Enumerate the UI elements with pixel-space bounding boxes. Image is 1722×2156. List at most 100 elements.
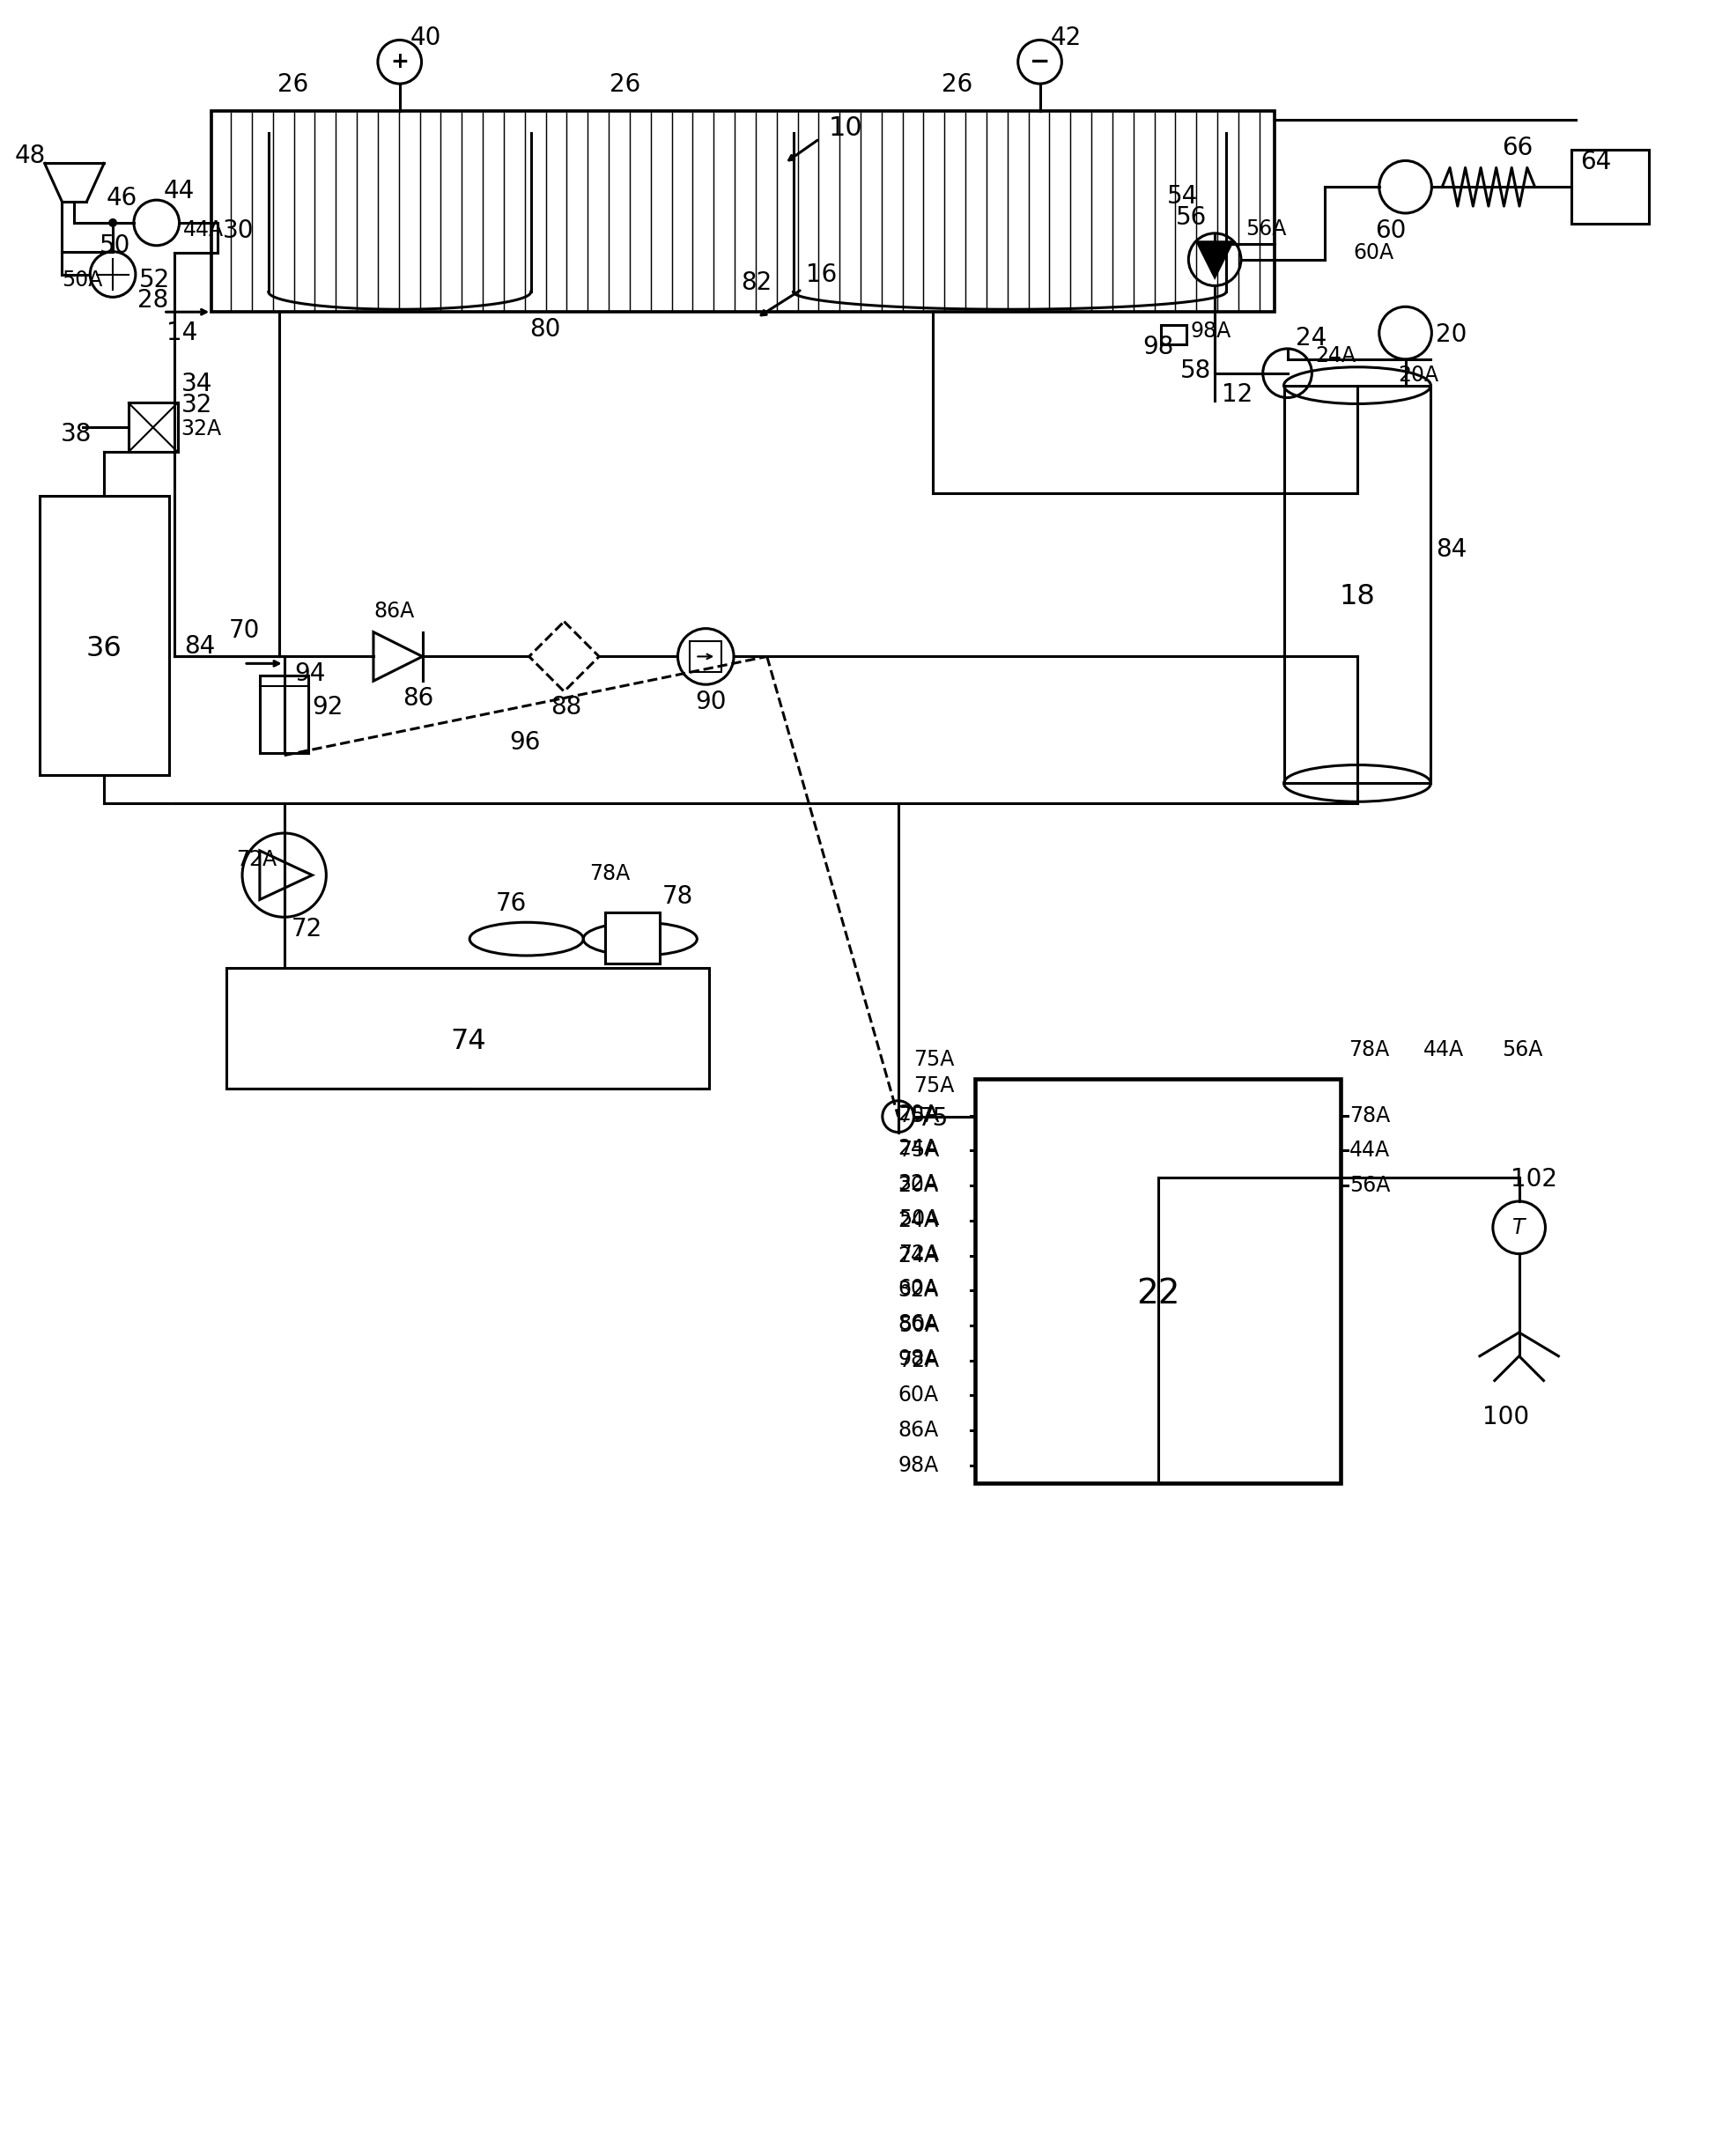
Text: 30: 30 — [222, 218, 255, 244]
Text: 44A: 44A — [1348, 1141, 1390, 1162]
Text: 50: 50 — [100, 233, 131, 259]
Text: 100: 100 — [1483, 1406, 1529, 1429]
Text: 78: 78 — [661, 884, 692, 910]
Text: 20A: 20A — [897, 1175, 938, 1197]
Bar — [691, 640, 722, 673]
Text: 72: 72 — [291, 916, 322, 942]
Text: 75: 75 — [916, 1106, 949, 1130]
Text: 74: 74 — [449, 1028, 486, 1054]
Text: 32A: 32A — [897, 1281, 938, 1300]
Text: 22: 22 — [1135, 1276, 1180, 1311]
Text: 86: 86 — [403, 686, 434, 711]
Text: 18: 18 — [1338, 584, 1374, 610]
Text: 44: 44 — [164, 179, 195, 203]
Text: −: − — [1030, 50, 1049, 73]
Bar — [212, 110, 1274, 313]
Text: 58: 58 — [1180, 358, 1211, 384]
Text: 88: 88 — [551, 694, 582, 720]
Text: 56A: 56A — [1348, 1175, 1390, 1197]
Text: 80: 80 — [529, 317, 560, 343]
Text: 36: 36 — [86, 636, 122, 662]
Text: 72A: 72A — [236, 849, 277, 871]
Text: 54: 54 — [1166, 183, 1197, 209]
Polygon shape — [374, 632, 422, 681]
Bar — [40, 496, 169, 776]
Text: +: + — [391, 52, 408, 73]
Circle shape — [108, 218, 117, 226]
Text: 40: 40 — [410, 26, 441, 50]
Bar — [1161, 326, 1186, 345]
Text: 20A: 20A — [897, 1104, 938, 1125]
Text: 84: 84 — [1436, 537, 1467, 563]
Bar — [1283, 386, 1429, 783]
Text: 24A: 24A — [897, 1138, 938, 1160]
Bar — [1570, 149, 1648, 224]
Text: 72A: 72A — [897, 1244, 938, 1263]
Bar — [604, 912, 660, 964]
Polygon shape — [1197, 241, 1231, 276]
Bar — [975, 1078, 1340, 1483]
Text: 98A: 98A — [1190, 321, 1231, 343]
Text: 78A: 78A — [1348, 1106, 1390, 1125]
Bar — [226, 968, 709, 1089]
Text: 38: 38 — [60, 423, 91, 446]
Text: 50A: 50A — [897, 1207, 938, 1229]
Text: 24A: 24A — [897, 1244, 938, 1266]
Text: 50A: 50A — [897, 1315, 938, 1337]
Text: 86A: 86A — [374, 602, 413, 621]
Text: 52: 52 — [139, 267, 170, 293]
Text: 60A: 60A — [1352, 241, 1393, 263]
Text: 24A: 24A — [1314, 345, 1355, 367]
Text: 44A: 44A — [1422, 1039, 1462, 1061]
Text: 12: 12 — [1221, 382, 1252, 407]
Text: 75A: 75A — [913, 1050, 954, 1069]
Text: 60: 60 — [1374, 218, 1405, 244]
Text: 48: 48 — [15, 144, 46, 168]
Text: 78A: 78A — [1348, 1039, 1388, 1061]
Text: 60A: 60A — [897, 1384, 938, 1406]
Text: 16: 16 — [806, 263, 837, 287]
Text: 76: 76 — [496, 893, 527, 916]
Text: 56A: 56A — [1502, 1039, 1541, 1061]
Text: 24A: 24A — [897, 1210, 938, 1231]
Text: 32A: 32A — [181, 418, 222, 440]
Text: 66: 66 — [1502, 136, 1533, 160]
Text: 20: 20 — [1436, 323, 1467, 347]
Text: 96: 96 — [508, 731, 541, 755]
Text: 26: 26 — [277, 73, 308, 97]
Text: 32: 32 — [181, 392, 212, 418]
Text: 42: 42 — [1050, 26, 1081, 50]
Text: 26: 26 — [942, 73, 973, 97]
Text: 102: 102 — [1510, 1166, 1557, 1192]
Text: 72A: 72A — [897, 1350, 938, 1371]
Text: 56: 56 — [1174, 205, 1205, 231]
Text: 60A: 60A — [897, 1279, 938, 1300]
Text: 32A: 32A — [897, 1173, 938, 1194]
Text: 24: 24 — [1295, 326, 1326, 351]
Text: 50A: 50A — [62, 270, 103, 291]
Bar — [260, 675, 308, 752]
Text: 10: 10 — [828, 116, 863, 140]
Text: 92: 92 — [312, 694, 343, 720]
Text: 28: 28 — [138, 289, 169, 313]
Text: 75A: 75A — [897, 1106, 938, 1125]
Text: 94: 94 — [294, 662, 325, 686]
Text: 26: 26 — [610, 73, 641, 97]
Text: 82: 82 — [740, 272, 771, 295]
Text: 75A: 75A — [897, 1141, 938, 1162]
Text: 90: 90 — [696, 690, 727, 714]
Text: 98A: 98A — [897, 1455, 938, 1477]
Text: 56A: 56A — [1245, 218, 1286, 239]
Text: 14: 14 — [165, 321, 196, 345]
Text: 86A: 86A — [897, 1313, 938, 1335]
Text: 44A: 44A — [183, 220, 224, 239]
Text: 20A: 20A — [1398, 364, 1438, 386]
Text: 64: 64 — [1579, 151, 1610, 175]
Bar — [129, 403, 177, 453]
Text: 98A: 98A — [897, 1348, 938, 1369]
Text: 46: 46 — [105, 185, 136, 211]
Text: 98: 98 — [1142, 334, 1174, 360]
Text: 86A: 86A — [897, 1421, 938, 1440]
Text: 34: 34 — [181, 371, 212, 397]
Text: 75A: 75A — [913, 1076, 954, 1097]
